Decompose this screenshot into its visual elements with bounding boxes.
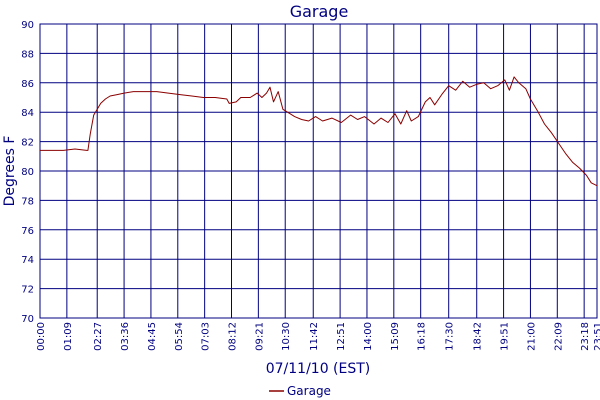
x-tick-label: 12:51	[336, 322, 347, 351]
series-layer	[40, 76, 598, 187]
chart-title: Garage	[290, 2, 349, 21]
x-tick-label: 10:30	[281, 322, 292, 351]
x-tick-labels: 00:00 01:09 02:27 03:36 04:45 05:54 07:03 08:12…	[36, 322, 600, 351]
x-tick-label: 23:18	[580, 322, 591, 351]
legend: Garage	[269, 384, 331, 398]
y-tick-label: 88	[21, 49, 34, 60]
x-tick-label: 02:27	[93, 322, 104, 351]
x-tick-label: 16:18	[417, 322, 428, 351]
y-tick-label: 74	[21, 255, 34, 266]
y-tick-label: 82	[21, 138, 34, 149]
y-tick-label: 86	[21, 79, 34, 90]
x-tick-label: 18:42	[473, 322, 484, 351]
x-tick-label: 01:09	[63, 322, 74, 351]
x-tick-label: 17:30	[445, 322, 456, 351]
x-tick-label: 00:00	[36, 322, 47, 351]
legend-label-garage: Garage	[287, 384, 331, 398]
x-tick-label: 07:03	[201, 322, 212, 351]
y-tick-label: 70	[21, 314, 34, 325]
x-tick-label: 09:21	[254, 322, 265, 351]
x-tick-label: 11:42	[309, 322, 320, 351]
x-tick-label: 19:51	[500, 322, 511, 351]
x-tick-label: 14:00	[363, 322, 374, 351]
x-tick-label: 23:51	[593, 322, 600, 351]
x-tick-label: 21:00	[526, 322, 537, 351]
y-tick-label: 80	[21, 167, 34, 178]
y-tick-label: 72	[21, 285, 34, 296]
grid-lines	[39, 23, 598, 319]
y-axis-label: Degrees F	[2, 136, 18, 207]
x-tick-label: 05:54	[174, 322, 185, 351]
x-axis-label: 07/11/10 (EST)	[266, 361, 371, 377]
x-tick-label: 03:36	[120, 322, 131, 351]
y-tick-label: 78	[21, 196, 34, 207]
series-line-garage	[40, 76, 598, 187]
y-tick-labels: 70 72 74 76 78 80 82 84 86 88 90	[21, 20, 34, 325]
y-tick-label: 90	[21, 20, 34, 31]
x-tick-label: 22:09	[553, 322, 564, 351]
y-tick-label: 76	[21, 226, 34, 237]
x-tick-label: 15:09	[390, 322, 401, 351]
x-tick-label: 04:45	[147, 322, 158, 351]
y-tick-label: 84	[21, 108, 34, 119]
x-tick-label: 08:12	[228, 322, 239, 351]
